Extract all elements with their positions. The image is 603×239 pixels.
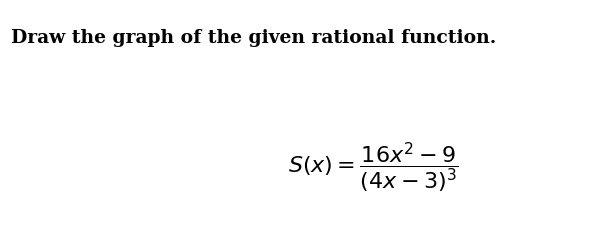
Text: $S(x) = \dfrac{16x^2 - 9}{(4x - 3)^3}$: $S(x) = \dfrac{16x^2 - 9}{(4x - 3)^3}$ [288, 140, 459, 195]
Text: Draw the graph of the given rational function.: Draw the graph of the given rational fun… [11, 29, 496, 47]
